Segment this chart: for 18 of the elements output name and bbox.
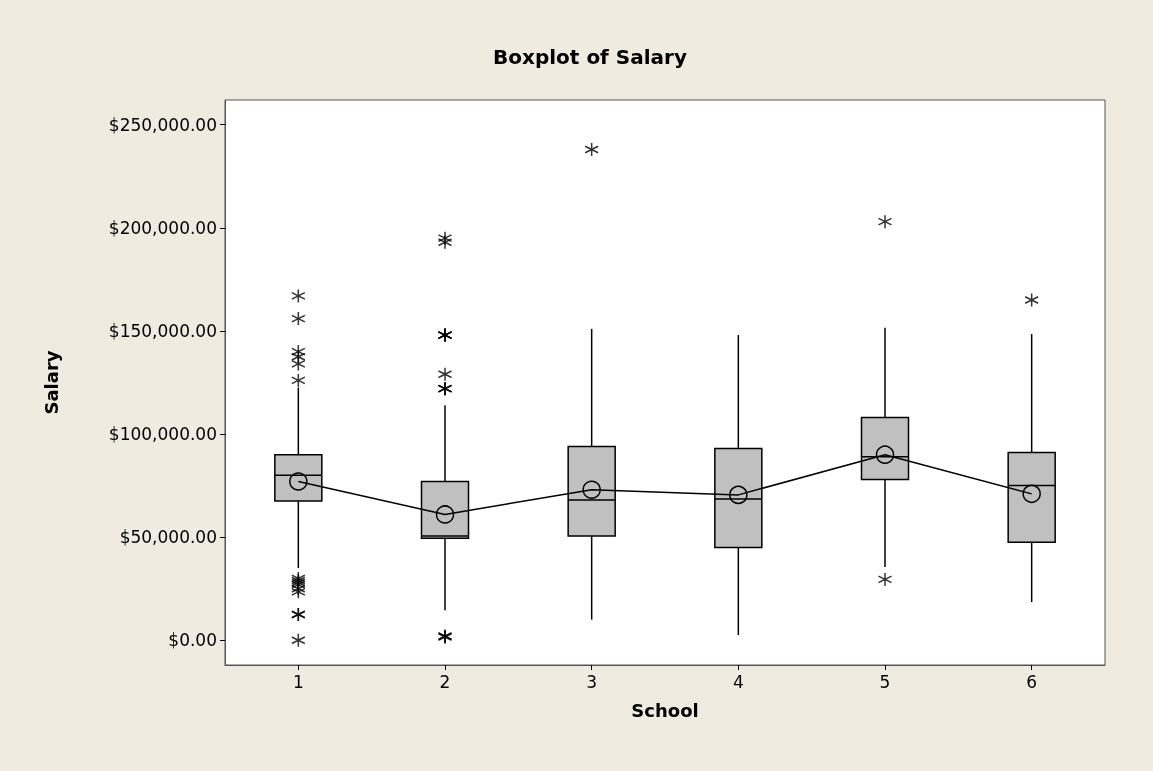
x-tick-label: 3 bbox=[586, 671, 598, 692]
x-tick-label: 5 bbox=[879, 671, 891, 692]
x-tick-label: 2 bbox=[439, 671, 451, 692]
chart-title: Boxplot of Salary bbox=[493, 45, 687, 69]
x-axis-title: School bbox=[631, 699, 699, 721]
y-tick-label: $200,000.00 bbox=[108, 217, 217, 238]
point bbox=[1022, 484, 1041, 504]
point bbox=[729, 485, 748, 505]
y-axis-title: Salary bbox=[40, 350, 62, 415]
y-tick-label: $0.00 bbox=[168, 630, 217, 651]
x-tick-label: 1 bbox=[292, 671, 304, 692]
y-tick-label: $150,000.00 bbox=[108, 320, 217, 341]
x-tick-label: 4 bbox=[732, 671, 744, 692]
y-tick-label: $50,000.00 bbox=[119, 527, 217, 548]
x-tick-label: 6 bbox=[1026, 671, 1038, 692]
point bbox=[582, 480, 601, 499]
y-tick-label: $100,000.00 bbox=[108, 424, 217, 445]
y-tick-label: $250,000.00 bbox=[108, 114, 217, 135]
